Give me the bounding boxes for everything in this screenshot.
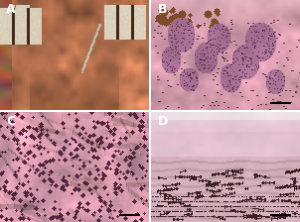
Text: A: A xyxy=(6,3,16,16)
Text: B: B xyxy=(158,3,167,16)
Text: C: C xyxy=(6,115,15,128)
Text: D: D xyxy=(158,115,168,128)
